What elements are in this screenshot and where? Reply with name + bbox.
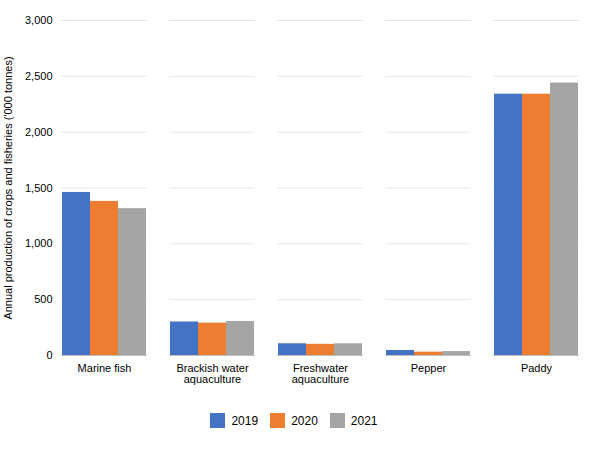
html-text:2019: 2019 <box>231 413 259 428</box>
svg-text:1,000: 1,000 <box>25 237 53 249</box>
svg-text:2,000: 2,000 <box>25 126 53 138</box>
svg-text:Paddy: Paddy <box>521 362 553 374</box>
svg-text:Pepper: Pepper <box>411 362 447 374</box>
html-text:2020: 2020 <box>291 413 318 428</box>
svg-text:Marine fish: Marine fish <box>78 362 132 374</box>
svg-text:Freshwateraquaculture: Freshwateraquaculture <box>292 362 350 385</box>
svg-text:0: 0 <box>46 349 52 361</box>
svg-text:Brackish wateraquaculture: Brackish wateraquaculture <box>176 362 248 385</box>
svg-text:500: 500 <box>34 293 52 305</box>
svg-text:2,500: 2,500 <box>25 70 53 82</box>
svg-text:1,500: 1,500 <box>25 182 53 194</box>
html-text:2021: 2021 <box>350 413 378 428</box>
svg-text:Annual production of crops and: Annual production of crops and fisheries… <box>2 56 14 319</box>
svg-text:3,000: 3,000 <box>25 14 53 26</box>
